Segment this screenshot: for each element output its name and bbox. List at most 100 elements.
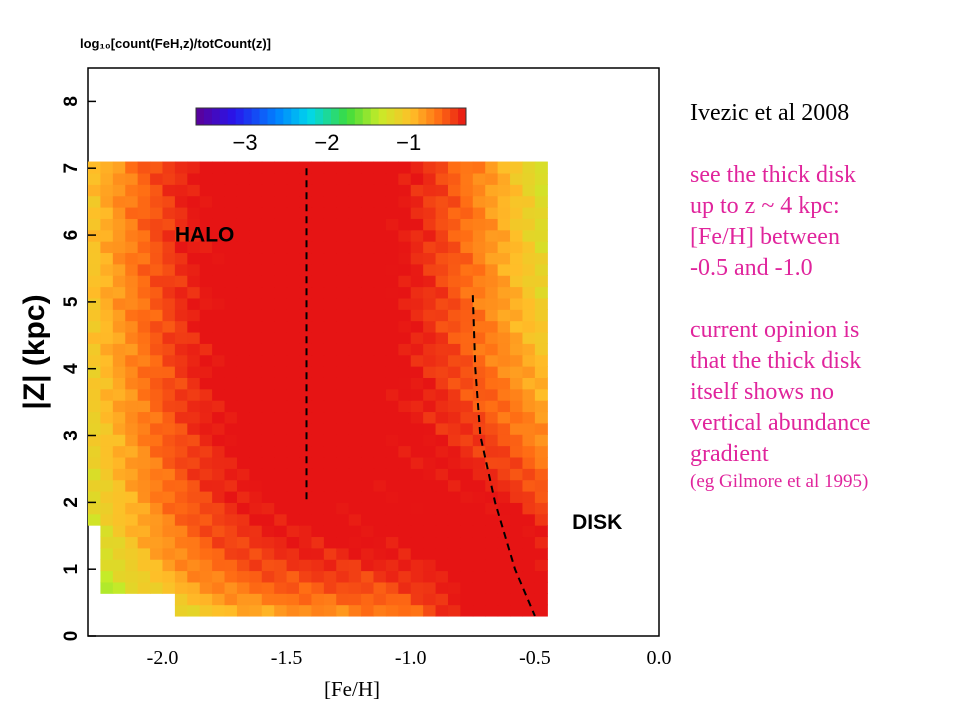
heatmap-cell [348, 252, 362, 265]
heatmap-cell [162, 388, 176, 401]
heatmap-cell [522, 297, 536, 310]
heatmap-cell [137, 320, 151, 333]
heatmap-cell [485, 241, 499, 254]
heatmap-cell [373, 536, 387, 549]
heatmap-cell [112, 161, 126, 174]
colorbar-segment [243, 108, 253, 125]
heatmap-cell [112, 525, 126, 538]
heatmap-cell [125, 411, 139, 424]
heatmap-cell [348, 411, 362, 424]
heatmap-cell [125, 445, 139, 458]
heatmap-cell [534, 275, 548, 288]
heatmap-cell [348, 581, 362, 594]
heatmap-cell [150, 354, 164, 367]
heatmap-cell [522, 479, 536, 492]
heatmap-cell [361, 366, 375, 378]
heatmap-cell [137, 445, 151, 458]
heatmap-cell [361, 536, 375, 549]
heatmap-cell [472, 320, 486, 333]
heatmap-cell [100, 581, 114, 594]
heatmap-cell [249, 309, 263, 322]
heatmap-cell [162, 161, 176, 174]
heatmap-cell [460, 559, 474, 572]
heatmap-cell [100, 172, 114, 185]
heatmap-cell [485, 229, 499, 242]
heatmap-cell [174, 343, 188, 356]
heatmap-cell [249, 490, 263, 503]
heatmap-cell [212, 525, 226, 538]
colorbar-tick-minus2: −2 [314, 130, 339, 155]
heatmap-cell [348, 377, 362, 390]
heatmap-cell [100, 559, 114, 572]
heatmap-cell [534, 252, 548, 265]
heatmap-cell [236, 434, 250, 447]
heatmap-cell [398, 490, 412, 503]
x-tick-label: 0.0 [647, 647, 672, 669]
heatmap-cell [199, 581, 213, 594]
heatmap-cell [410, 502, 424, 515]
heatmap-cell [299, 581, 313, 594]
heatmap-cell [311, 377, 325, 390]
heatmap-cell [472, 184, 486, 197]
heatmap-cell [348, 502, 362, 515]
heatmap-cell [361, 229, 375, 242]
heatmap-cell [534, 445, 548, 458]
heatmap-cell [534, 286, 548, 299]
heatmap-cell [361, 263, 375, 276]
heatmap-cell [299, 559, 313, 572]
heatmap-cell [497, 490, 511, 503]
heatmap-cell [497, 400, 511, 413]
heatmap-cell [361, 309, 375, 322]
heatmap-cell [100, 161, 114, 174]
heatmap-cell [236, 400, 250, 413]
heatmap-cell [236, 161, 250, 174]
colorbar-segment [378, 108, 388, 125]
heatmap-cell [398, 184, 412, 197]
heatmap-cell [534, 502, 548, 515]
heatmap-cell [510, 422, 524, 435]
heatmap-cell [112, 513, 126, 526]
heatmap-cell [373, 366, 387, 378]
heatmap-cell [510, 559, 524, 572]
heatmap-cell [385, 343, 399, 356]
heatmap-cell [435, 366, 449, 378]
heatmap-cell [460, 570, 474, 583]
heatmap-cell [286, 286, 300, 299]
heatmap-cell [261, 343, 275, 356]
heatmap-cell [249, 581, 263, 594]
heatmap-cell [236, 593, 250, 606]
heatmap-cell [249, 172, 263, 185]
note-thick-disk: see the thick disk up to z ~ 4 kpc: [Fe/… [690, 160, 955, 284]
heatmap-cell [348, 456, 362, 469]
heatmap-cell [373, 241, 387, 254]
heatmap-cell [137, 479, 151, 492]
heatmap-cell [274, 377, 288, 390]
colorbar-segment [291, 108, 300, 125]
heatmap-cell [385, 490, 399, 503]
heatmap-cell [510, 252, 524, 265]
heatmap-cell [361, 331, 375, 344]
heatmap-cell [510, 297, 524, 310]
note-line: gradient [690, 441, 769, 467]
heatmap-cell [187, 570, 201, 583]
heatmap-cell [100, 479, 114, 492]
heatmap-cell [150, 570, 164, 583]
heatmap-cell [510, 456, 524, 469]
heatmap-cell [88, 468, 102, 481]
heatmap-cell [410, 411, 424, 424]
heatmap-cell [236, 320, 250, 333]
heatmap-cell [485, 604, 499, 617]
heatmap-cell [100, 297, 114, 310]
heatmap-cell [150, 502, 164, 515]
heatmap-cell [410, 184, 424, 197]
colorbar-segment [338, 108, 348, 125]
heatmap-cell [510, 354, 524, 367]
heatmap-cell [336, 468, 350, 481]
heatmap-cell [212, 343, 226, 356]
heatmap-cell [336, 593, 350, 606]
heatmap-cell [137, 490, 151, 503]
heatmap-cell [460, 263, 474, 276]
heatmap-cell [373, 490, 387, 503]
colorbar-segment [410, 108, 419, 125]
heatmap-cell [224, 275, 238, 288]
